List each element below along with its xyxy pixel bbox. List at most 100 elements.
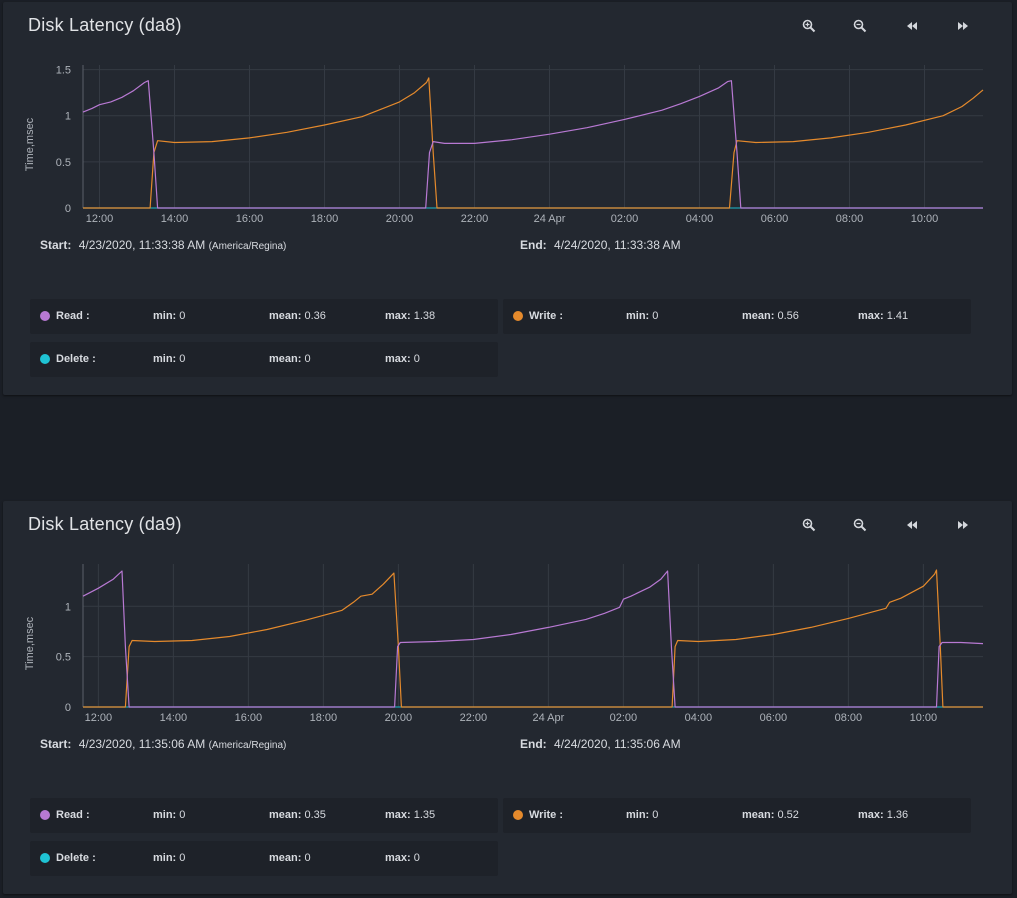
x-tick-label: 04:00 [686,213,714,225]
y-tick-label: 1 [65,601,71,613]
x-tick-label: 22:00 [460,712,488,724]
legend-min: min: 0 [153,353,186,365]
legend-max: max: 0 [385,852,420,864]
end-label: End: [520,238,547,252]
zoom-in-icon [802,518,816,532]
chart-toolbar [793,513,993,537]
panel-title: Disk Latency (da8) [28,15,182,35]
delete-color-dot [40,853,50,863]
start-time: Start: 4/23/2020, 11:33:38 AM (America/R… [40,238,286,252]
x-tick-label: 10:00 [910,712,938,724]
timezone: (America/Regina) [208,241,287,252]
series-line-write [83,77,984,209]
read-color-dot [40,311,50,321]
write-color-dot [513,311,523,321]
x-tick-label: 02:00 [610,712,638,724]
x-tick-label: 12:00 [86,213,114,225]
rewind-icon [907,521,917,529]
legend-min: min: 0 [626,809,659,821]
legend-mean: mean: 0 [269,852,311,864]
series-line-read [82,80,983,209]
write-color-dot [513,810,523,820]
fast-forward-button[interactable] [949,14,977,38]
legend-mean: mean: 0 [269,353,311,365]
zoom-in-button[interactable] [795,14,823,38]
legend-min: min: 0 [153,852,186,864]
x-tick-label: 20:00 [386,213,414,225]
legend-delete[interactable]: Delete : min: 0 mean: 0 max: 0 [30,841,498,876]
x-tick-label: 22:00 [461,213,489,225]
x-tick-label: 24 Apr [534,213,566,225]
y-tick-label: 1 [65,111,71,123]
legend-max: max: 1.41 [858,310,909,322]
y-tick-label: 0 [65,702,71,714]
legend-mean: mean: 0.36 [269,310,326,322]
legend-min: min: 0 [626,310,659,322]
zoom-out-icon [853,518,867,532]
zoom-out-button[interactable] [846,513,874,537]
zoom-in-icon [802,19,816,33]
y-axis-label: Time,msec [24,616,36,670]
x-tick-label: 12:00 [85,712,113,724]
x-tick-label: 04:00 [685,712,713,724]
fast-forward-icon [958,22,968,30]
end-value: 4/24/2020, 11:33:38 AM [554,238,681,252]
x-tick-label: 14:00 [161,213,189,225]
legend-write[interactable]: Write : min: 0 mean: 0.56 max: 1.41 [503,299,971,334]
legend-read[interactable]: Read : min: 0 mean: 0.35 max: 1.35 [30,798,498,833]
legend-name: Delete : [56,353,96,365]
disk-latency-panel: Disk Latency (da9) 12:00 14:00 16:00 18:00 2… [3,501,1012,894]
y-tick-label: 0 [65,203,71,215]
legend-delete[interactable]: Delete : min: 0 mean: 0 max: 0 [30,342,498,377]
timezone: (America/Regina) [208,740,287,751]
rewind-button[interactable] [898,513,926,537]
fast-forward-button[interactable] [949,513,977,537]
legend-name: Write : [529,310,564,322]
legend-max: max: 1.38 [385,310,436,322]
x-tick-label: 16:00 [236,213,264,225]
start-label: Start: [40,238,72,252]
y-tick-label: 1.5 [56,65,71,77]
zoom-out-icon [853,19,867,33]
x-tick-label: 14:00 [160,712,188,724]
legend-max: max: 1.36 [858,809,909,821]
x-tick-label: 18:00 [310,712,338,724]
fast-forward-icon [958,521,968,529]
legend-min: min: 0 [153,310,186,322]
legend-mean: mean: 0.56 [742,310,799,322]
zoom-out-button[interactable] [846,14,874,38]
legend-write[interactable]: Write : min: 0 mean: 0.52 max: 1.36 [503,798,971,833]
chart-toolbar [793,14,993,38]
legend-name: Delete : [56,852,96,864]
rewind-icon [907,22,917,30]
disk-latency-panel: Disk Latency (da8) 12:00 14:00 16:00 18:00 2… [3,2,1012,395]
latency-chart[interactable]: 12:00 14:00 16:00 18:00 20:00 22:00 24 Apr 02:0… [3,556,1012,731]
rewind-button[interactable] [898,14,926,38]
legend-name: Read : [56,809,90,821]
end-time: End: 4/24/2020, 11:35:06 AM [520,737,681,751]
x-tick-label: 06:00 [761,213,789,225]
x-tick-label: 08:00 [836,213,864,225]
start-value: 4/23/2020, 11:35:06 AM [78,737,206,751]
x-tick-label: 24 Apr [532,712,564,724]
x-tick-label: 20:00 [385,712,413,724]
legend-mean: mean: 0.52 [742,809,799,821]
legend-max: max: 0 [385,353,420,365]
read-color-dot [40,810,50,820]
x-tick-label: 10:00 [911,213,939,225]
legend-max: max: 1.35 [385,809,436,821]
panel-title: Disk Latency (da9) [28,514,182,534]
series-line-read [82,570,984,708]
delete-color-dot [40,354,50,364]
x-tick-label: 06:00 [760,712,788,724]
end-time: End: 4/24/2020, 11:33:38 AM [520,238,681,252]
start-time: Start: 4/23/2020, 11:35:06 AM (America/R… [40,737,286,751]
latency-chart[interactable]: 12:00 14:00 16:00 18:00 20:00 22:00 24 Apr 02:0… [3,57,1012,232]
end-label: End: [520,737,547,751]
x-tick-label: 18:00 [311,213,339,225]
x-tick-label: 08:00 [835,712,863,724]
y-tick-label: 0.5 [56,652,71,664]
start-label: Start: [40,737,72,751]
legend-read[interactable]: Read : min: 0 mean: 0.36 max: 1.38 [30,299,498,334]
zoom-in-button[interactable] [795,513,823,537]
